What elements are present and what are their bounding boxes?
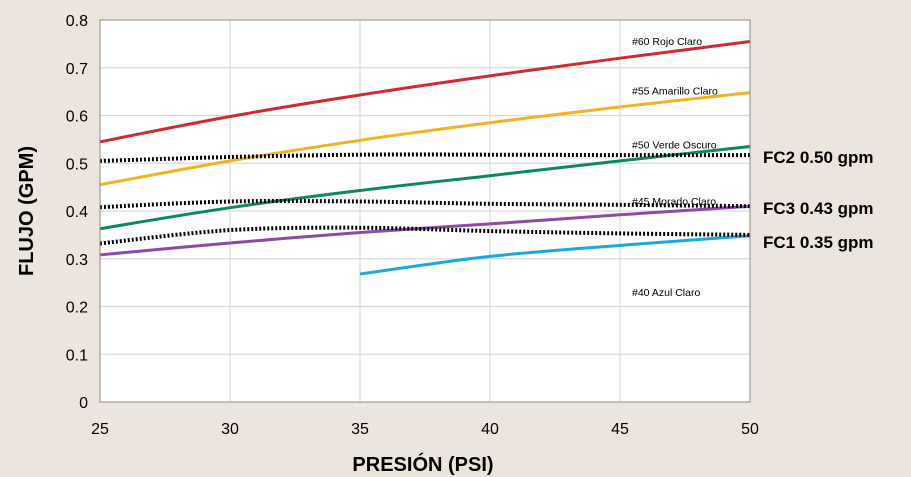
series-label: #55 Amarillo Claro bbox=[632, 86, 718, 98]
series-label: #50 Verde Oscuro bbox=[632, 140, 717, 152]
y-tick-label: 0.1 bbox=[66, 347, 88, 364]
x-tick-label: 30 bbox=[221, 421, 239, 438]
labels: #60 Rojo Claro #55 Amarillo Claro #50 Verd… bbox=[632, 36, 874, 299]
x-tick-label: 50 bbox=[741, 421, 759, 438]
series-line bbox=[99, 40, 751, 144]
y-axis-title: FLUJO (GPM) bbox=[16, 146, 38, 276]
y-tick-label: 0.3 bbox=[66, 252, 88, 269]
series-line bbox=[99, 91, 751, 187]
y-tick-label: 0.8 bbox=[66, 13, 88, 30]
x-tick-label: 45 bbox=[611, 421, 629, 438]
y-tick-label: 0.2 bbox=[66, 300, 88, 317]
y-tick-label: 0 bbox=[79, 395, 88, 412]
y-tick-label: 0.5 bbox=[66, 156, 88, 173]
series-layer bbox=[99, 40, 751, 276]
axis-ticks: 25 30 35 40 45 50 0 0.1 0.2 0.3 0.4 0.5 0.6 0.7 0.8 bbox=[66, 13, 759, 438]
y-tick-label: 0.4 bbox=[66, 204, 88, 221]
y-tick-label: 0.6 bbox=[66, 109, 88, 126]
series-label: #45 Morado Claro bbox=[632, 196, 716, 208]
series-label: #40 Azul Claro bbox=[632, 287, 700, 299]
plot-border bbox=[99, 19, 751, 403]
reference-line bbox=[99, 152, 751, 163]
series-line bbox=[359, 234, 751, 276]
x-axis-title: PRESIÓN (PSI) bbox=[352, 452, 493, 476]
x-tick-label: 35 bbox=[351, 421, 369, 438]
reference-lines bbox=[99, 152, 751, 246]
reference-line-label: FC1 0.35 gpm bbox=[763, 233, 874, 252]
series-line bbox=[99, 145, 751, 231]
reference-line bbox=[99, 225, 751, 246]
series-label: #60 Rojo Claro bbox=[632, 36, 702, 48]
reference-line bbox=[99, 198, 751, 210]
reference-line-label: FC2 0.50 gpm bbox=[763, 148, 874, 167]
y-tick-label: 0.7 bbox=[66, 61, 88, 78]
x-tick-label: 25 bbox=[91, 421, 109, 438]
x-tick-label: 40 bbox=[481, 421, 499, 438]
reference-line-label: FC3 0.43 gpm bbox=[763, 199, 874, 218]
